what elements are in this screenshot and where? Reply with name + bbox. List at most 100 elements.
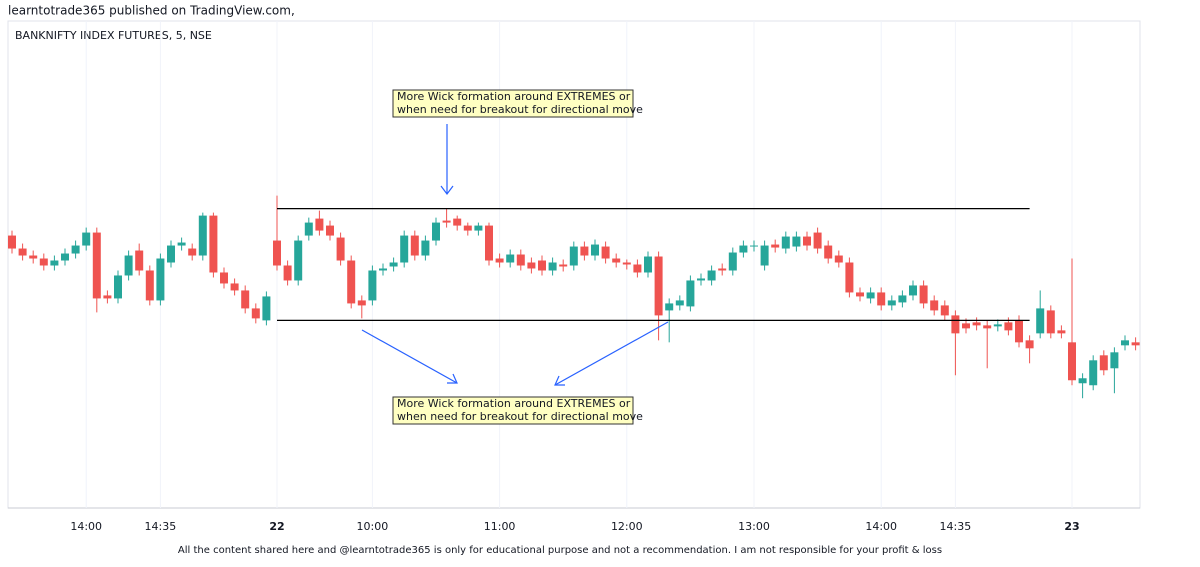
candle-body <box>336 237 345 261</box>
candle-body <box>887 300 896 306</box>
candle-body <box>1046 310 1055 334</box>
candle-body <box>145 270 154 301</box>
candle-body <box>654 256 663 316</box>
candle-body <box>665 303 674 311</box>
candle-body <box>251 308 260 319</box>
candle-body <box>993 324 1002 327</box>
arrow-head <box>554 375 565 386</box>
candle-body <box>718 268 727 271</box>
candle-body <box>82 232 91 246</box>
candle-body <box>834 255 843 263</box>
x-tick-label: 14:00 <box>865 520 897 533</box>
candle-body <box>1099 355 1108 371</box>
candle-body <box>8 235 16 249</box>
candle-body <box>421 240 430 256</box>
candle-body <box>262 296 271 321</box>
candle-body <box>400 235 409 263</box>
candle-body <box>760 245 769 266</box>
candle-body <box>304 222 313 236</box>
candle-body <box>71 245 80 254</box>
candle-body <box>972 322 981 326</box>
candle-body <box>591 244 599 256</box>
candle-body <box>453 218 462 226</box>
candle-body <box>1110 352 1119 369</box>
disclaimer: All the content shared here and @learnto… <box>178 545 942 556</box>
candle-body <box>61 253 69 261</box>
candle-body <box>940 305 949 316</box>
candle-body <box>177 242 186 246</box>
annotation-box <box>392 396 634 425</box>
candle-body <box>294 240 303 281</box>
candle-body <box>675 300 684 306</box>
candle-body <box>114 275 122 299</box>
arrow-head <box>440 185 454 195</box>
candle-body <box>410 235 419 256</box>
candle-body <box>771 244 780 248</box>
candle-body <box>750 245 758 247</box>
candle-body <box>103 295 112 299</box>
arrows <box>361 124 669 386</box>
candle-body <box>124 255 133 276</box>
x-tick-label: 14:35 <box>940 520 972 533</box>
candle-body <box>739 245 748 253</box>
candle-body <box>1089 360 1098 386</box>
candle-body <box>612 258 621 263</box>
chart-title: BANKNIFTY INDEX FUTURES, 5, NSE <box>15 29 212 42</box>
candle-body <box>962 323 970 329</box>
candle-body <box>347 260 356 304</box>
x-tick-label: 14:35 <box>145 520 177 533</box>
candle-body <box>50 260 59 266</box>
candle-body <box>919 285 928 304</box>
candle-body <box>18 248 27 256</box>
annotation-text: when need for breakout for directional m… <box>397 410 643 423</box>
x-tick-label: 22 <box>269 520 284 533</box>
candle-body <box>156 258 165 301</box>
candle-body <box>866 292 875 299</box>
candle-body <box>241 290 250 309</box>
candle-body <box>601 246 610 259</box>
candle-body <box>29 255 38 259</box>
candle-body <box>898 295 907 303</box>
candle-body <box>198 215 207 256</box>
candle-body <box>792 236 801 247</box>
x-tick-label: 11:00 <box>484 520 516 533</box>
candle-body <box>1015 320 1023 343</box>
candle-body <box>432 222 440 241</box>
candle-body <box>644 256 652 273</box>
candle-body <box>803 236 811 246</box>
candle-body <box>315 218 324 231</box>
candle-body <box>135 250 144 271</box>
candle-body <box>569 246 578 266</box>
candle-body <box>506 254 515 263</box>
candle-body <box>909 285 917 296</box>
x-tick-label: 12:00 <box>611 520 643 533</box>
candle-body <box>188 248 197 256</box>
candle-body <box>1078 378 1087 384</box>
candle-body <box>92 232 101 299</box>
candle-body <box>538 260 546 271</box>
candle-body <box>230 283 239 291</box>
candle-body <box>1025 340 1034 349</box>
arrow-head <box>447 373 458 384</box>
candle-body <box>813 232 822 249</box>
candle-body <box>824 245 833 259</box>
candle-body <box>220 272 228 284</box>
candle-body <box>39 258 48 266</box>
annotation-box <box>392 89 634 118</box>
candle-body <box>580 246 589 256</box>
candle-body <box>728 252 737 271</box>
candle-body <box>951 315 960 334</box>
candle-body <box>1036 308 1045 334</box>
candle-body <box>326 225 334 236</box>
candle-body <box>697 278 705 281</box>
candle-body <box>527 262 536 269</box>
arrow <box>361 329 458 384</box>
candle-body <box>463 225 472 231</box>
candle-body <box>707 270 716 281</box>
candle-body <box>357 300 366 306</box>
candle-body <box>633 264 642 273</box>
candle-body <box>1068 342 1076 381</box>
candle-body <box>1121 340 1129 346</box>
